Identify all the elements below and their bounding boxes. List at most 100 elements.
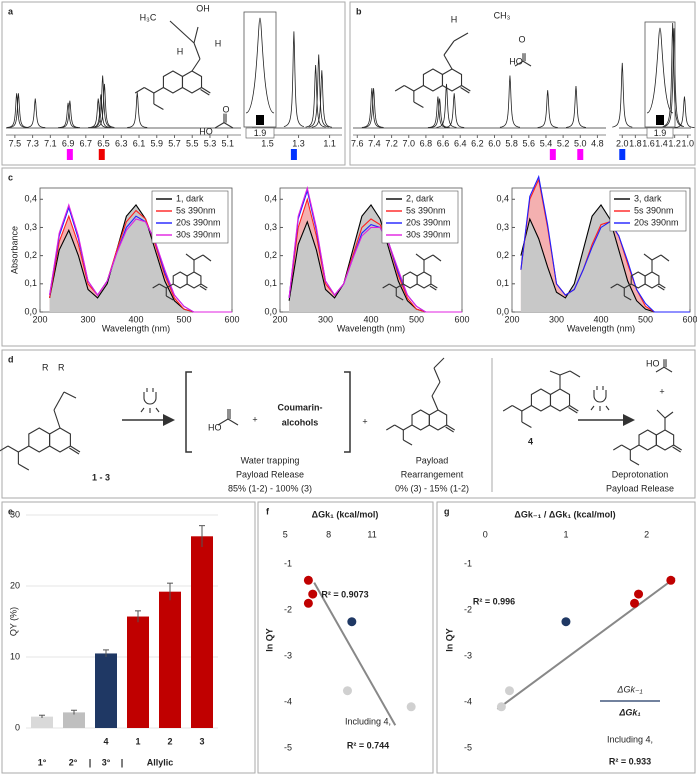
bond: [643, 253, 653, 261]
x-tick-label: 5.7: [168, 138, 181, 148]
x-axis-label: Wavelength (nm): [102, 323, 170, 333]
bond: [433, 357, 445, 369]
y-tick-label: 0,2: [264, 250, 277, 260]
bond: [0, 445, 9, 452]
fraction-denominator: ΔGk₁: [618, 707, 640, 717]
bond: [18, 463, 30, 471]
x-tick-label: 300: [549, 314, 564, 324]
integral-box: [245, 127, 275, 139]
bond: [53, 409, 61, 429]
bond: [7, 445, 19, 453]
panel-a-frame: [1, 1, 346, 166]
bond: [443, 40, 455, 56]
x-tick-label: 7.0: [402, 138, 415, 148]
y-tick-label: 0,1: [264, 278, 277, 288]
x-tick-label: 11: [367, 529, 376, 539]
ring: [655, 429, 675, 451]
outcome-label: Rearrangement: [401, 469, 464, 479]
chart-title: ΔGk₁ (kcal/mol): [312, 509, 379, 519]
legend-label: 1, dark: [176, 193, 204, 203]
peak: [305, 64, 326, 128]
point: [303, 575, 313, 585]
peak: [59, 100, 80, 129]
integral-marker: [656, 115, 664, 125]
point: [406, 702, 416, 712]
peak-marker: [577, 149, 584, 160]
group-label: Allylic: [147, 757, 174, 767]
inset-peak: [646, 27, 674, 114]
x-tick-label: 5.1: [221, 138, 234, 148]
x-tick-label: 6.6: [437, 138, 450, 148]
integral-box: [646, 127, 674, 139]
bond: [502, 405, 513, 412]
x-tick-label: 400: [128, 314, 143, 324]
x-tick-label: 600: [224, 314, 239, 324]
x-tick-label: 6.2: [471, 138, 484, 148]
x-tick-label: 1.4: [655, 138, 668, 148]
bond: [152, 283, 160, 289]
y-tick-label: 10: [10, 651, 20, 661]
ring: [644, 271, 660, 289]
ring: [49, 427, 71, 453]
peak: [283, 31, 305, 128]
bond: [460, 87, 470, 94]
x-tick-label: 600: [682, 314, 697, 324]
legend-label: 20s 390nm: [406, 217, 451, 227]
plus: +: [252, 414, 257, 424]
fraction-numerator: ΔGk₋₁: [616, 684, 642, 694]
area: [520, 204, 690, 312]
bond: [657, 285, 665, 291]
legend-label: 3, dark: [634, 193, 662, 203]
integral-marker: [256, 115, 264, 125]
panel-label: e: [8, 506, 13, 516]
atom-label: R: [58, 362, 65, 372]
bond: [429, 285, 437, 291]
bond: [664, 411, 674, 419]
y-tick-label: -1: [464, 559, 472, 569]
point: [303, 598, 313, 608]
bond: [53, 391, 65, 411]
bond: [18, 445, 30, 453]
bar: [191, 536, 213, 728]
legend-label: 2, dark: [406, 193, 434, 203]
bond: [144, 87, 155, 94]
x-tick-label: 6.3: [115, 138, 128, 148]
bond: [200, 283, 208, 289]
legend-label: 20s 390nm: [634, 217, 679, 227]
y-tick-label: -4: [464, 697, 472, 707]
y-tick-label: 0,1: [496, 278, 509, 288]
x-tick-label: 6.7: [80, 138, 93, 148]
peak: [436, 83, 457, 128]
x-tick-label: 400: [363, 314, 378, 324]
legend-label: 30s 390nm: [406, 229, 451, 239]
bond: [453, 32, 469, 42]
x-tick-label: 1.8: [629, 138, 642, 148]
bond: [630, 444, 640, 451]
x-tick-label: 300: [80, 314, 95, 324]
legend-label: 20s 390nm: [176, 217, 221, 227]
bond: [673, 444, 682, 451]
peak-marker: [98, 149, 105, 160]
bond: [630, 459, 640, 466]
bond: [394, 424, 404, 431]
x-tick-label: 4: [103, 736, 108, 746]
y-tick-label: 0,3: [264, 222, 277, 232]
x-tick-label: 6.8: [420, 138, 433, 148]
y-tick-label: -4: [284, 697, 292, 707]
x-tick-label: 500: [409, 314, 424, 324]
x-tick-label: 5.2: [557, 138, 570, 148]
peak: [499, 75, 521, 128]
atom-label: H: [451, 14, 458, 24]
y-tick-label: -1: [284, 559, 292, 569]
bar: [95, 653, 117, 728]
x-tick-label: 200: [504, 314, 519, 324]
point: [634, 589, 644, 599]
bond: [461, 85, 471, 92]
x-tick-label: 600: [454, 314, 469, 324]
peak-marker: [66, 149, 73, 160]
atom-label: R: [42, 362, 49, 372]
peak: [363, 88, 384, 128]
bond: [430, 283, 438, 289]
bond: [389, 283, 397, 289]
